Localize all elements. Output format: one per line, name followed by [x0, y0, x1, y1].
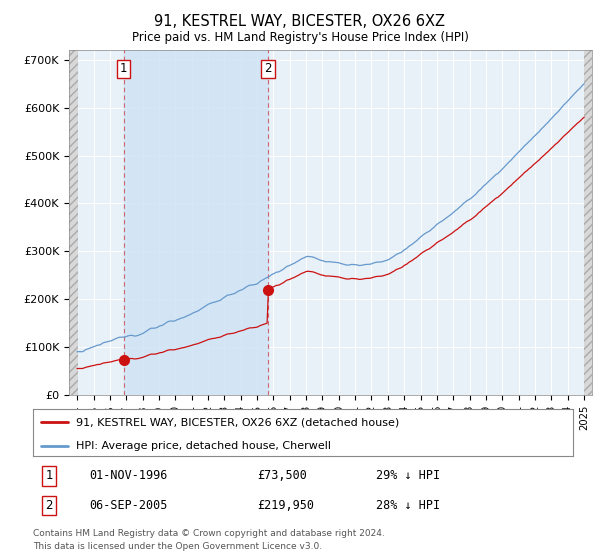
- Text: 91, KESTREL WAY, BICESTER, OX26 6XZ (detached house): 91, KESTREL WAY, BICESTER, OX26 6XZ (det…: [76, 417, 400, 427]
- Text: 91, KESTREL WAY, BICESTER, OX26 6XZ: 91, KESTREL WAY, BICESTER, OX26 6XZ: [155, 14, 445, 29]
- Text: Price paid vs. HM Land Registry's House Price Index (HPI): Price paid vs. HM Land Registry's House …: [131, 31, 469, 44]
- Bar: [124, 50, 268, 395]
- Text: 2: 2: [46, 499, 53, 512]
- Text: 06-SEP-2005: 06-SEP-2005: [90, 499, 168, 512]
- Text: 01-NOV-1996: 01-NOV-1996: [90, 469, 168, 483]
- Text: HPI: Average price, detached house, Cherwell: HPI: Average price, detached house, Cher…: [76, 441, 331, 451]
- Text: 1: 1: [46, 469, 53, 483]
- Text: £219,950: £219,950: [257, 499, 314, 512]
- Text: 29% ↓ HPI: 29% ↓ HPI: [376, 469, 440, 483]
- Text: 2: 2: [264, 63, 272, 76]
- Text: This data is licensed under the Open Government Licence v3.0.: This data is licensed under the Open Gov…: [33, 542, 322, 551]
- Text: £73,500: £73,500: [257, 469, 307, 483]
- Bar: [69, 50, 77, 395]
- Bar: [584, 50, 600, 395]
- Text: Contains HM Land Registry data © Crown copyright and database right 2024.: Contains HM Land Registry data © Crown c…: [33, 529, 385, 538]
- Text: 28% ↓ HPI: 28% ↓ HPI: [376, 499, 440, 512]
- Text: 1: 1: [120, 63, 127, 76]
